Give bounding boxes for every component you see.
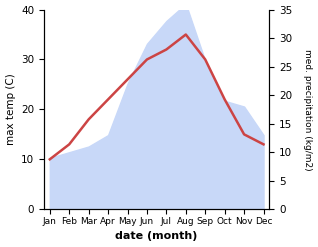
- X-axis label: date (month): date (month): [115, 231, 198, 242]
- Y-axis label: max temp (C): max temp (C): [5, 74, 16, 145]
- Y-axis label: med. precipitation (kg/m2): med. precipitation (kg/m2): [303, 49, 313, 170]
